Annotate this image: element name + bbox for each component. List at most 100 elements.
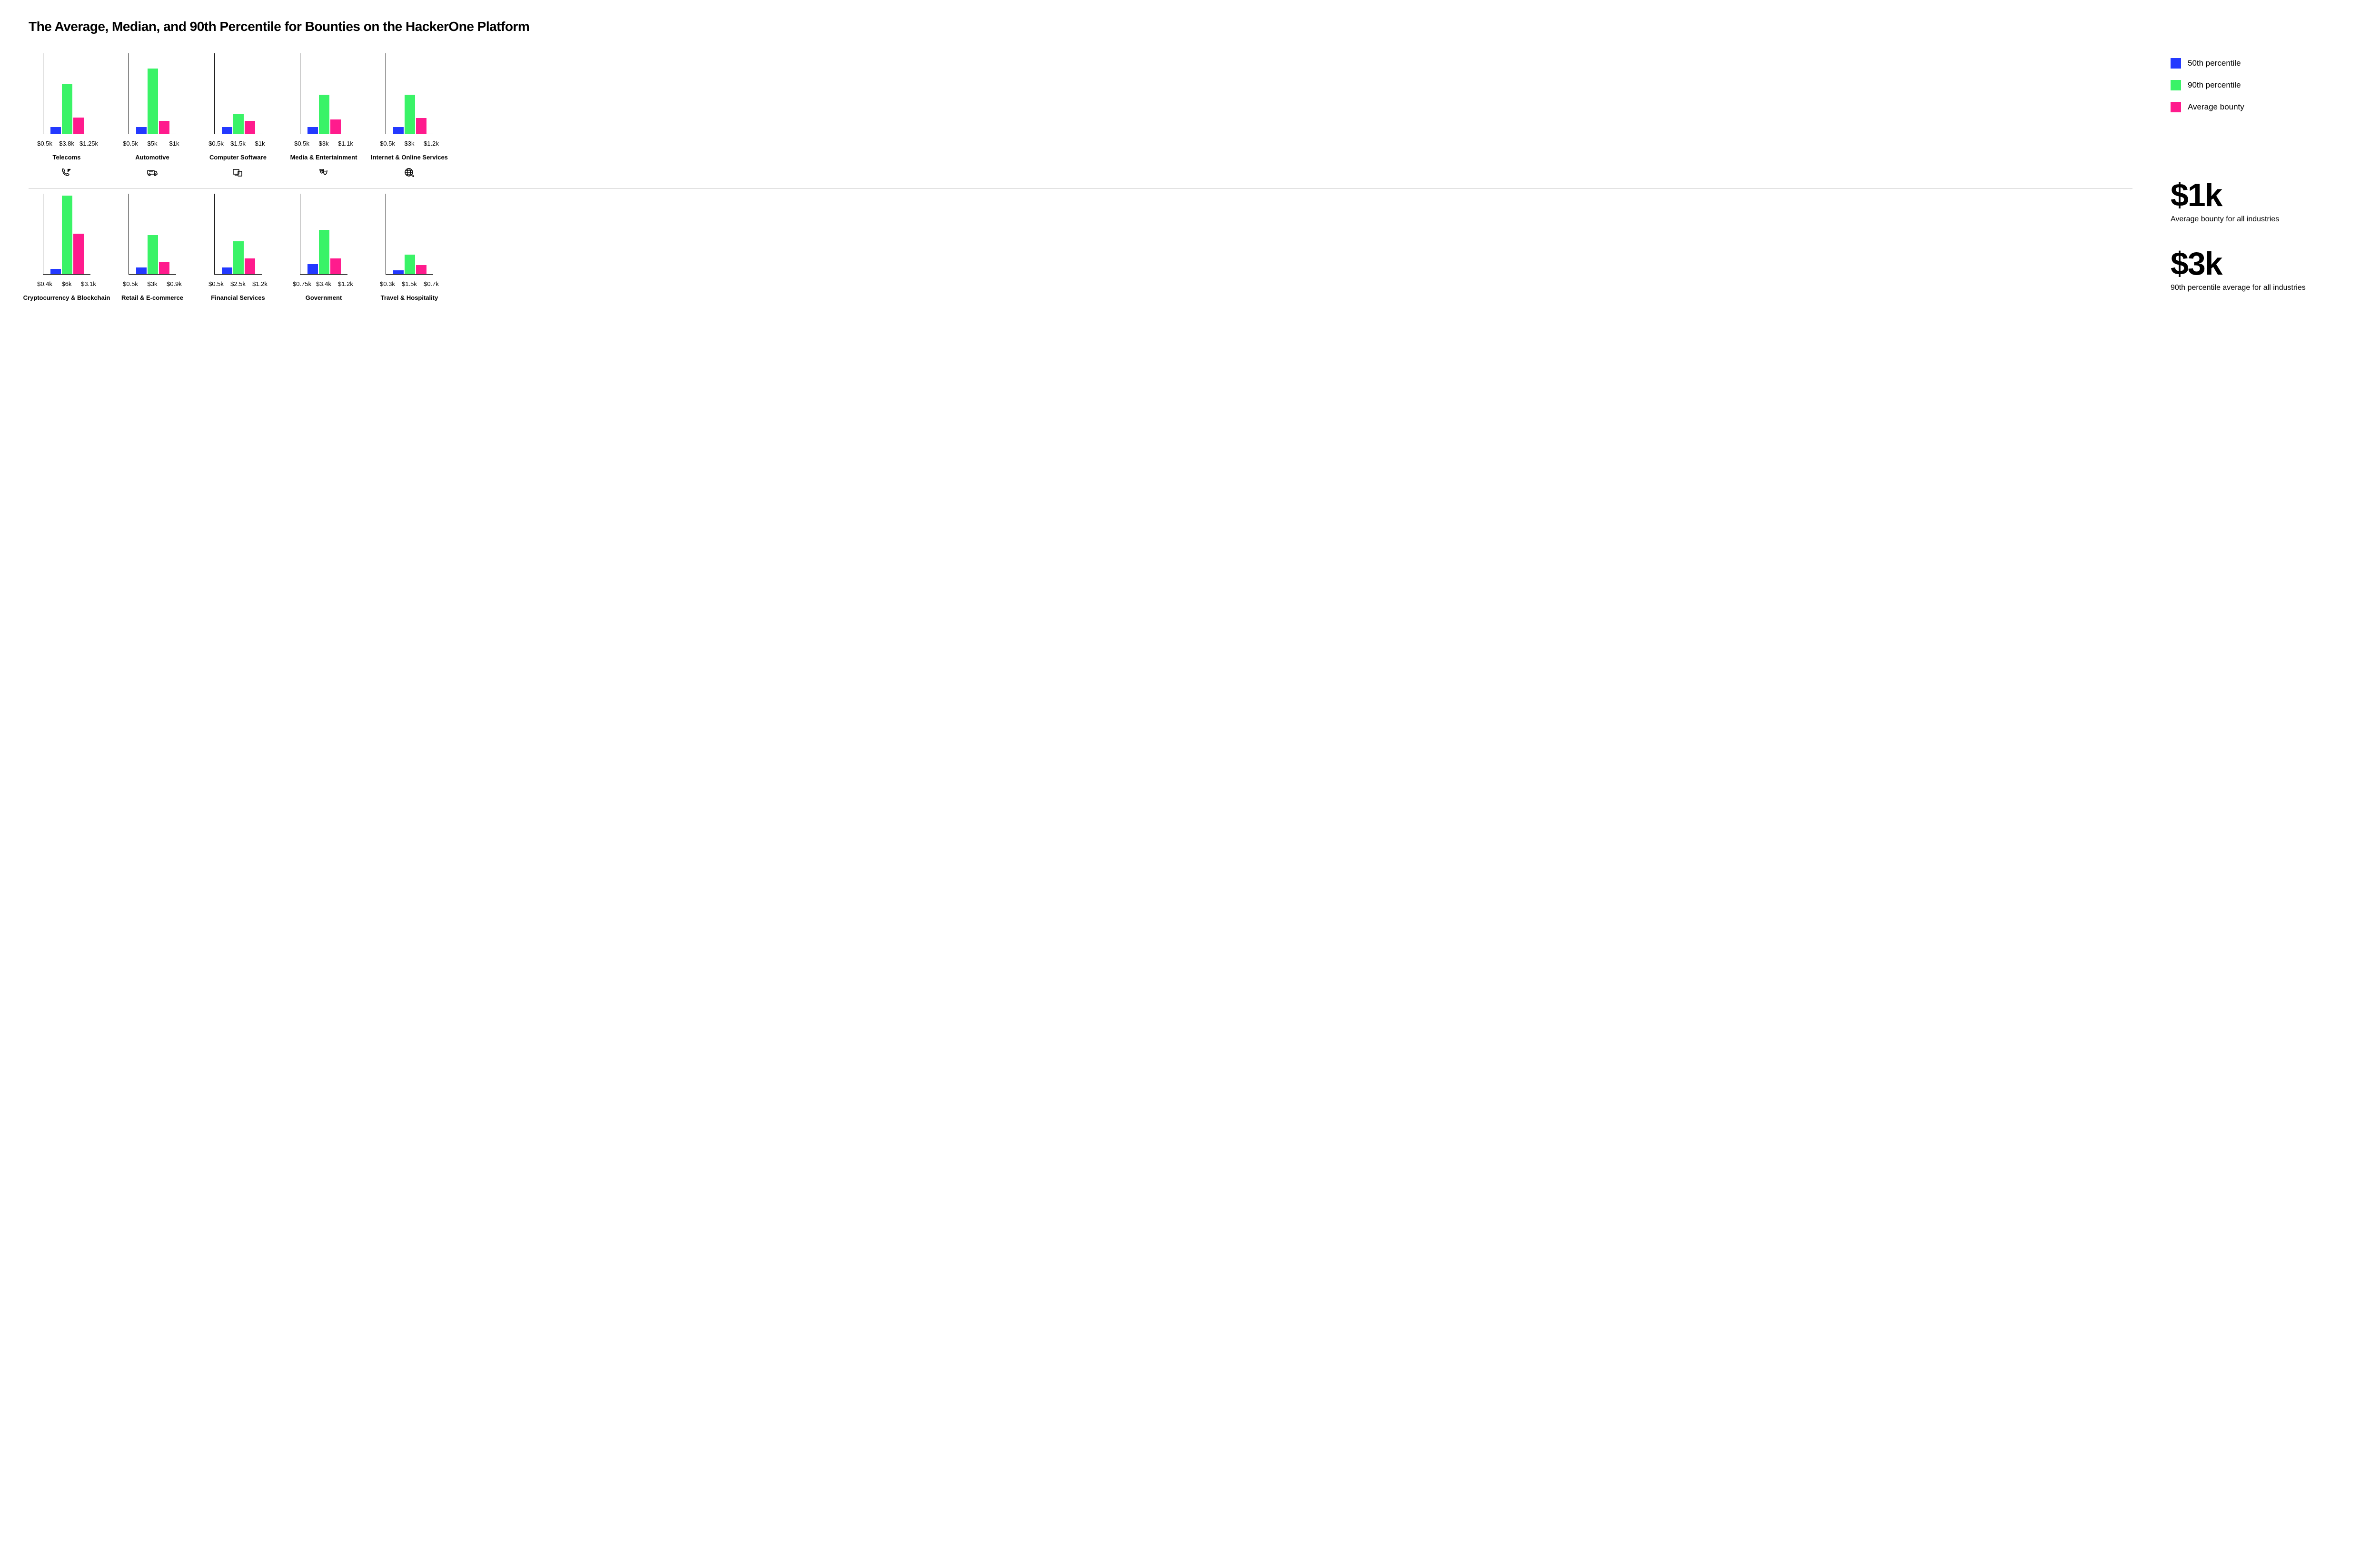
category-name: Telecoms bbox=[52, 154, 80, 161]
value-label-avg: $1k bbox=[251, 140, 269, 147]
chart-frame bbox=[300, 194, 347, 275]
value-label-p50: $0.5k bbox=[378, 140, 397, 147]
chart-cell: $0.5k$1.5k$1kComputer Software bbox=[200, 53, 276, 179]
value-label-p90: $3k bbox=[315, 140, 333, 147]
value-label-p90: $1.5k bbox=[400, 280, 418, 287]
value-label-avg: $0.9k bbox=[165, 280, 183, 287]
legend-swatch bbox=[2171, 58, 2181, 69]
bar-p90 bbox=[148, 235, 158, 274]
bar-p90 bbox=[319, 95, 329, 134]
value-labels: $0.5k $5k $1k bbox=[121, 140, 183, 147]
chart-cell: $0.5k$3k$1.2kInternet & Online Services bbox=[371, 53, 447, 179]
chart-row: $0.5k$3.8k$1.25k Telecoms $0.5k $5k $1k Autom… bbox=[29, 53, 2132, 179]
bar-p90 bbox=[233, 241, 244, 274]
legend-label: 50th percentile bbox=[2188, 59, 2241, 68]
summary-avg-label: Average bounty for all industries bbox=[2171, 215, 2351, 224]
category-name: Cryptocurrency & Blockchain bbox=[23, 294, 110, 301]
globe-icon bbox=[403, 166, 416, 179]
chart-frame bbox=[386, 194, 433, 275]
bar-p50 bbox=[307, 127, 318, 134]
bar-p90 bbox=[405, 95, 415, 134]
row-divider bbox=[29, 188, 2132, 189]
value-label-p50: $0.5k bbox=[293, 140, 311, 147]
value-labels: $0.5k$3k$1.1k bbox=[293, 140, 355, 147]
bars-wrap bbox=[300, 53, 347, 134]
bar-avg bbox=[73, 118, 84, 134]
value-labels: $0.5k $3k $0.9k bbox=[121, 280, 183, 287]
chart-frame bbox=[214, 194, 262, 275]
legend: 50th percentile90th percentileAverage bo… bbox=[2171, 58, 2351, 112]
chart-cell: $0.5k $5k $1k Automotive bbox=[114, 53, 190, 179]
chart-frame bbox=[129, 53, 176, 134]
category-name: Financial Services bbox=[211, 294, 265, 301]
bar-p90 bbox=[405, 255, 415, 274]
chart-cell: $0.5k $2.5k $1.2k Financial Services bbox=[200, 194, 276, 306]
bar-p50 bbox=[393, 127, 404, 134]
bar-p50 bbox=[222, 267, 232, 274]
chart-frame bbox=[300, 53, 347, 134]
value-label-p50: $0.5k bbox=[207, 140, 225, 147]
value-label-p50: $0.3k bbox=[378, 280, 397, 287]
bar-p50 bbox=[50, 269, 61, 274]
value-label-avg: $3.1k bbox=[79, 280, 98, 287]
value-label-p90: $3.4k bbox=[315, 280, 333, 287]
sidebar: 50th percentile90th percentileAverage bo… bbox=[2171, 53, 2351, 316]
value-label-p50: $0.5k bbox=[207, 280, 225, 287]
bar-p90 bbox=[62, 196, 72, 274]
bar-p90 bbox=[233, 114, 244, 134]
value-labels: $0.5k $2.5k $1.2k bbox=[207, 280, 269, 287]
value-label-avg: $1.2k bbox=[422, 140, 440, 147]
value-labels: $0.4k$6k$3.1k bbox=[36, 280, 98, 287]
bar-avg bbox=[330, 258, 341, 274]
category-name: Media & Entertainment bbox=[290, 154, 357, 161]
value-label-p90: $2.5k bbox=[229, 280, 247, 287]
value-label-p50: $0.5k bbox=[121, 140, 139, 147]
chart-cell: $0.3k$1.5k$0.7kTravel & Hospitality bbox=[371, 194, 447, 306]
page-title: The Average, Median, and 90th Percentile… bbox=[29, 19, 2351, 34]
legend-swatch bbox=[2171, 102, 2181, 112]
value-labels: $0.75k$3.4k$1.2k bbox=[293, 280, 355, 287]
value-label-avg: $1k bbox=[165, 140, 183, 147]
value-label-p90: $3k bbox=[143, 280, 161, 287]
bar-avg bbox=[416, 118, 426, 134]
chart-cell: $0.4k$6k$3.1kCryptocurrency & Blockchain bbox=[29, 194, 105, 306]
devices-icon bbox=[231, 166, 245, 179]
chart-frame bbox=[129, 194, 176, 275]
category-name: Retail & E-commerce bbox=[121, 294, 183, 301]
summary-p90-label: 90th percentile average for all industri… bbox=[2171, 284, 2351, 292]
legend-item: Average bounty bbox=[2171, 102, 2351, 112]
chart-cell: $0.75k$3.4k$1.2kGovernment bbox=[286, 194, 362, 306]
category-name: Automotive bbox=[135, 154, 169, 161]
bars-wrap bbox=[386, 53, 433, 134]
chart-cell: $0.5k$3k$1.1kMedia & Entertainment bbox=[286, 53, 362, 179]
chart-cell: $0.5k$3.8k$1.25k Telecoms bbox=[29, 53, 105, 179]
value-label-p50: $0.5k bbox=[121, 280, 139, 287]
legend-item: 50th percentile bbox=[2171, 58, 2351, 69]
value-label-avg: $1.2k bbox=[337, 280, 355, 287]
chart-cell: $0.5k $3k $0.9k Retail & E-commerce bbox=[114, 194, 190, 306]
value-label-p90: $5k bbox=[143, 140, 161, 147]
main-layout: $0.5k$3.8k$1.25k Telecoms $0.5k $5k $1k Autom… bbox=[29, 53, 2351, 316]
summary-p90: $3k 90th percentile average for all indu… bbox=[2171, 247, 2351, 292]
bar-avg bbox=[73, 234, 84, 274]
legend-swatch bbox=[2171, 80, 2181, 90]
bar-avg bbox=[416, 265, 426, 274]
value-label-p90: $1.5k bbox=[229, 140, 247, 147]
masks-icon bbox=[317, 166, 330, 179]
value-labels: $0.5k $1.5k $1k bbox=[207, 140, 269, 147]
bar-avg bbox=[159, 121, 169, 134]
bar-p50 bbox=[136, 267, 147, 274]
value-label-p90: $3k bbox=[400, 140, 418, 147]
value-labels: $0.5k$3k $1.2k bbox=[378, 140, 440, 147]
bar-p90 bbox=[319, 230, 329, 274]
bar-p50 bbox=[307, 264, 318, 274]
bars-wrap bbox=[129, 194, 176, 274]
phone-icon bbox=[60, 166, 73, 179]
value-labels: $0.5k$3.8k$1.25k bbox=[36, 140, 98, 147]
value-label-avg: $1.2k bbox=[251, 280, 269, 287]
bar-avg bbox=[159, 262, 169, 274]
bar-avg bbox=[330, 119, 341, 134]
value-label-p50: $0.4k bbox=[36, 280, 54, 287]
van-icon bbox=[146, 166, 159, 179]
bar-p90 bbox=[62, 84, 72, 134]
